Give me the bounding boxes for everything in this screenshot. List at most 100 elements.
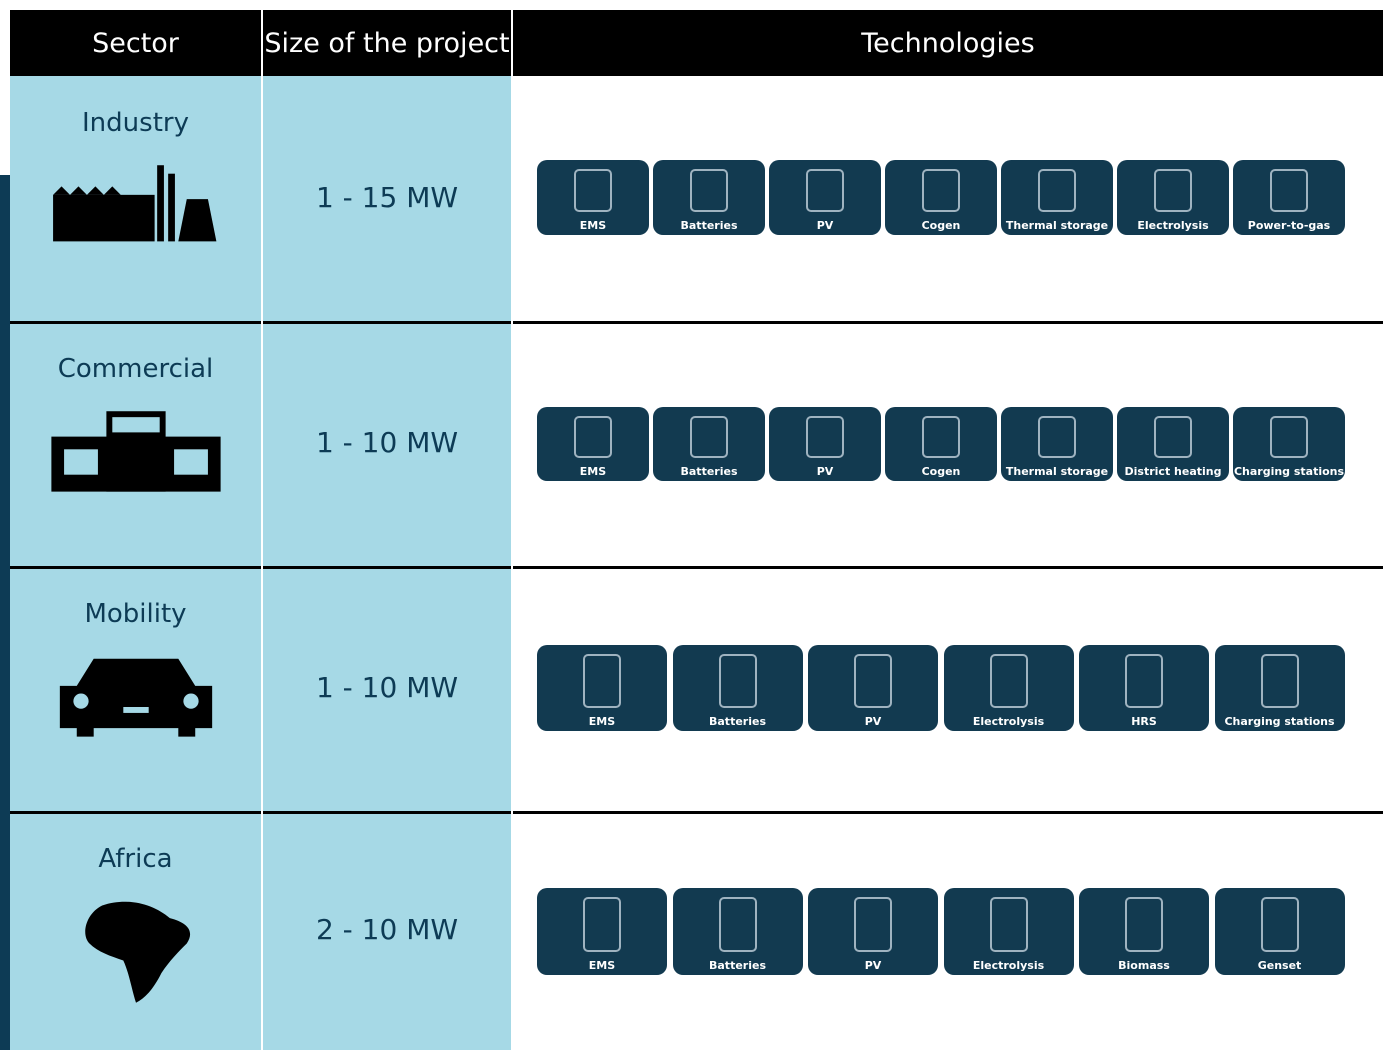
- sector-label: Commercial: [57, 354, 214, 384]
- size-cell: [263, 812, 511, 1050]
- technology-badge: PV: [769, 407, 881, 481]
- tech-label: Power-to-gas: [1247, 219, 1331, 232]
- tech-label: Batteries: [680, 465, 738, 478]
- tech-icon: [1154, 416, 1192, 458]
- tech-icon: [1260, 654, 1299, 708]
- column-divider: [261, 10, 263, 1050]
- technology-badge: EMS: [537, 160, 649, 235]
- technology-badge: Batteries: [653, 160, 765, 235]
- tech-label: Cogen: [921, 465, 961, 478]
- tech-icon: [690, 169, 728, 212]
- side-strip: [0, 175, 10, 1050]
- technology-badge: PV: [808, 888, 938, 975]
- technology-badge: Cogen: [885, 407, 997, 481]
- tech-icon: [1125, 654, 1163, 708]
- tech-icon: [574, 169, 612, 212]
- tech-icon: [922, 169, 960, 212]
- technology-badge: Batteries: [653, 407, 765, 481]
- size-label: 1 - 10 MW: [315, 671, 459, 704]
- tech-icon: [922, 416, 960, 458]
- tech-icon: [854, 654, 892, 708]
- technology-badge: Charging stations: [1214, 645, 1345, 731]
- size-label: 1 - 15 MW: [315, 180, 459, 214]
- tech-label: PV: [816, 219, 834, 232]
- technology-badge: EMS: [537, 888, 667, 975]
- header-cell: Technologies: [513, 10, 1383, 76]
- tech-label: Cogen: [921, 219, 961, 232]
- tech-label: PV: [864, 959, 882, 972]
- tech-icon: [1038, 416, 1076, 458]
- tech-label: Thermal storage: [1005, 465, 1109, 478]
- technology-badge: Electrolysis: [943, 645, 1074, 731]
- technology-badge: Batteries: [672, 888, 803, 975]
- sector-label: Industry: [82, 108, 189, 138]
- tech-label: Batteries: [709, 959, 766, 972]
- tech-icon: [583, 654, 621, 708]
- technology-badge: Electrolysis: [943, 888, 1074, 975]
- tech-icon: [1260, 897, 1299, 952]
- technology-badge: Genset: [1214, 888, 1345, 975]
- technology-badge: Charging stations: [1233, 407, 1345, 481]
- row-divider: [10, 811, 1383, 814]
- tech-label: Thermal storage: [1005, 219, 1109, 232]
- tech-label: Batteries: [680, 219, 738, 232]
- tech-label: Genset: [1257, 959, 1302, 972]
- technology-badge: EMS: [537, 407, 649, 481]
- technology-badge: HRS: [1079, 645, 1209, 731]
- size-cell: [263, 567, 511, 812]
- size-cell: [263, 322, 511, 567]
- tech-label: Electrolysis: [972, 715, 1045, 728]
- tech-icon: [718, 654, 757, 708]
- tech-icon: [989, 654, 1028, 708]
- size-cell: [263, 76, 511, 322]
- tech-label: EMS: [579, 219, 607, 232]
- tech-label: Batteries: [709, 715, 766, 728]
- technology-badge: Thermal storage: [1001, 160, 1113, 235]
- tech-icon: [1125, 897, 1163, 952]
- tech-icon: [690, 416, 728, 458]
- technology-badge: Biomass: [1079, 888, 1209, 975]
- technology-badge: Thermal storage: [1001, 407, 1113, 481]
- icon: [85, 901, 191, 1003]
- tech-icon: [1270, 416, 1308, 458]
- row-divider: [10, 321, 1383, 324]
- tech-icon: [806, 169, 844, 212]
- tech-icon: [806, 416, 844, 458]
- tech-icon: [1154, 169, 1192, 212]
- tech-label: HRS: [1131, 715, 1157, 728]
- tech-label: PV: [864, 715, 882, 728]
- sector-label: Africa: [98, 844, 173, 874]
- tech-icon: [718, 897, 757, 952]
- sector-label: Mobility: [84, 599, 187, 629]
- size-label: 2 - 10 MW: [315, 912, 459, 946]
- tech-icon: [1270, 169, 1308, 212]
- tech-icon: [1038, 169, 1076, 212]
- icon: [51, 411, 221, 492]
- header-cell: Size of the project: [263, 10, 511, 76]
- tech-label: District heating: [1124, 465, 1222, 478]
- tech-icon: [989, 897, 1028, 952]
- sector-icon: [36, 161, 236, 271]
- tech-label: Biomass: [1118, 959, 1170, 972]
- icon: [53, 165, 217, 242]
- icon: [59, 658, 213, 737]
- size-label: 1 - 10 MW: [315, 426, 459, 459]
- technology-badge: Cogen: [885, 160, 997, 235]
- tech-label: Electrolysis: [972, 959, 1045, 972]
- technology-badge: Electrolysis: [1117, 160, 1229, 235]
- technology-badge: Power-to-gas: [1233, 160, 1345, 235]
- tech-label: Charging stations: [1233, 465, 1345, 478]
- tech-label: EMS: [588, 959, 616, 972]
- sector-icon: [36, 897, 236, 1007]
- sector-icon: [36, 652, 236, 762]
- tech-label: PV: [816, 465, 834, 478]
- technology-badge: PV: [769, 160, 881, 235]
- column-divider: [511, 10, 513, 1050]
- technology-badge: District heating: [1117, 407, 1229, 481]
- tech-label: Charging stations: [1224, 715, 1335, 728]
- tech-label: EMS: [579, 465, 607, 478]
- header-cell: Sector: [10, 10, 261, 76]
- technology-badge: Batteries: [672, 645, 803, 731]
- sector-icon: [36, 407, 236, 517]
